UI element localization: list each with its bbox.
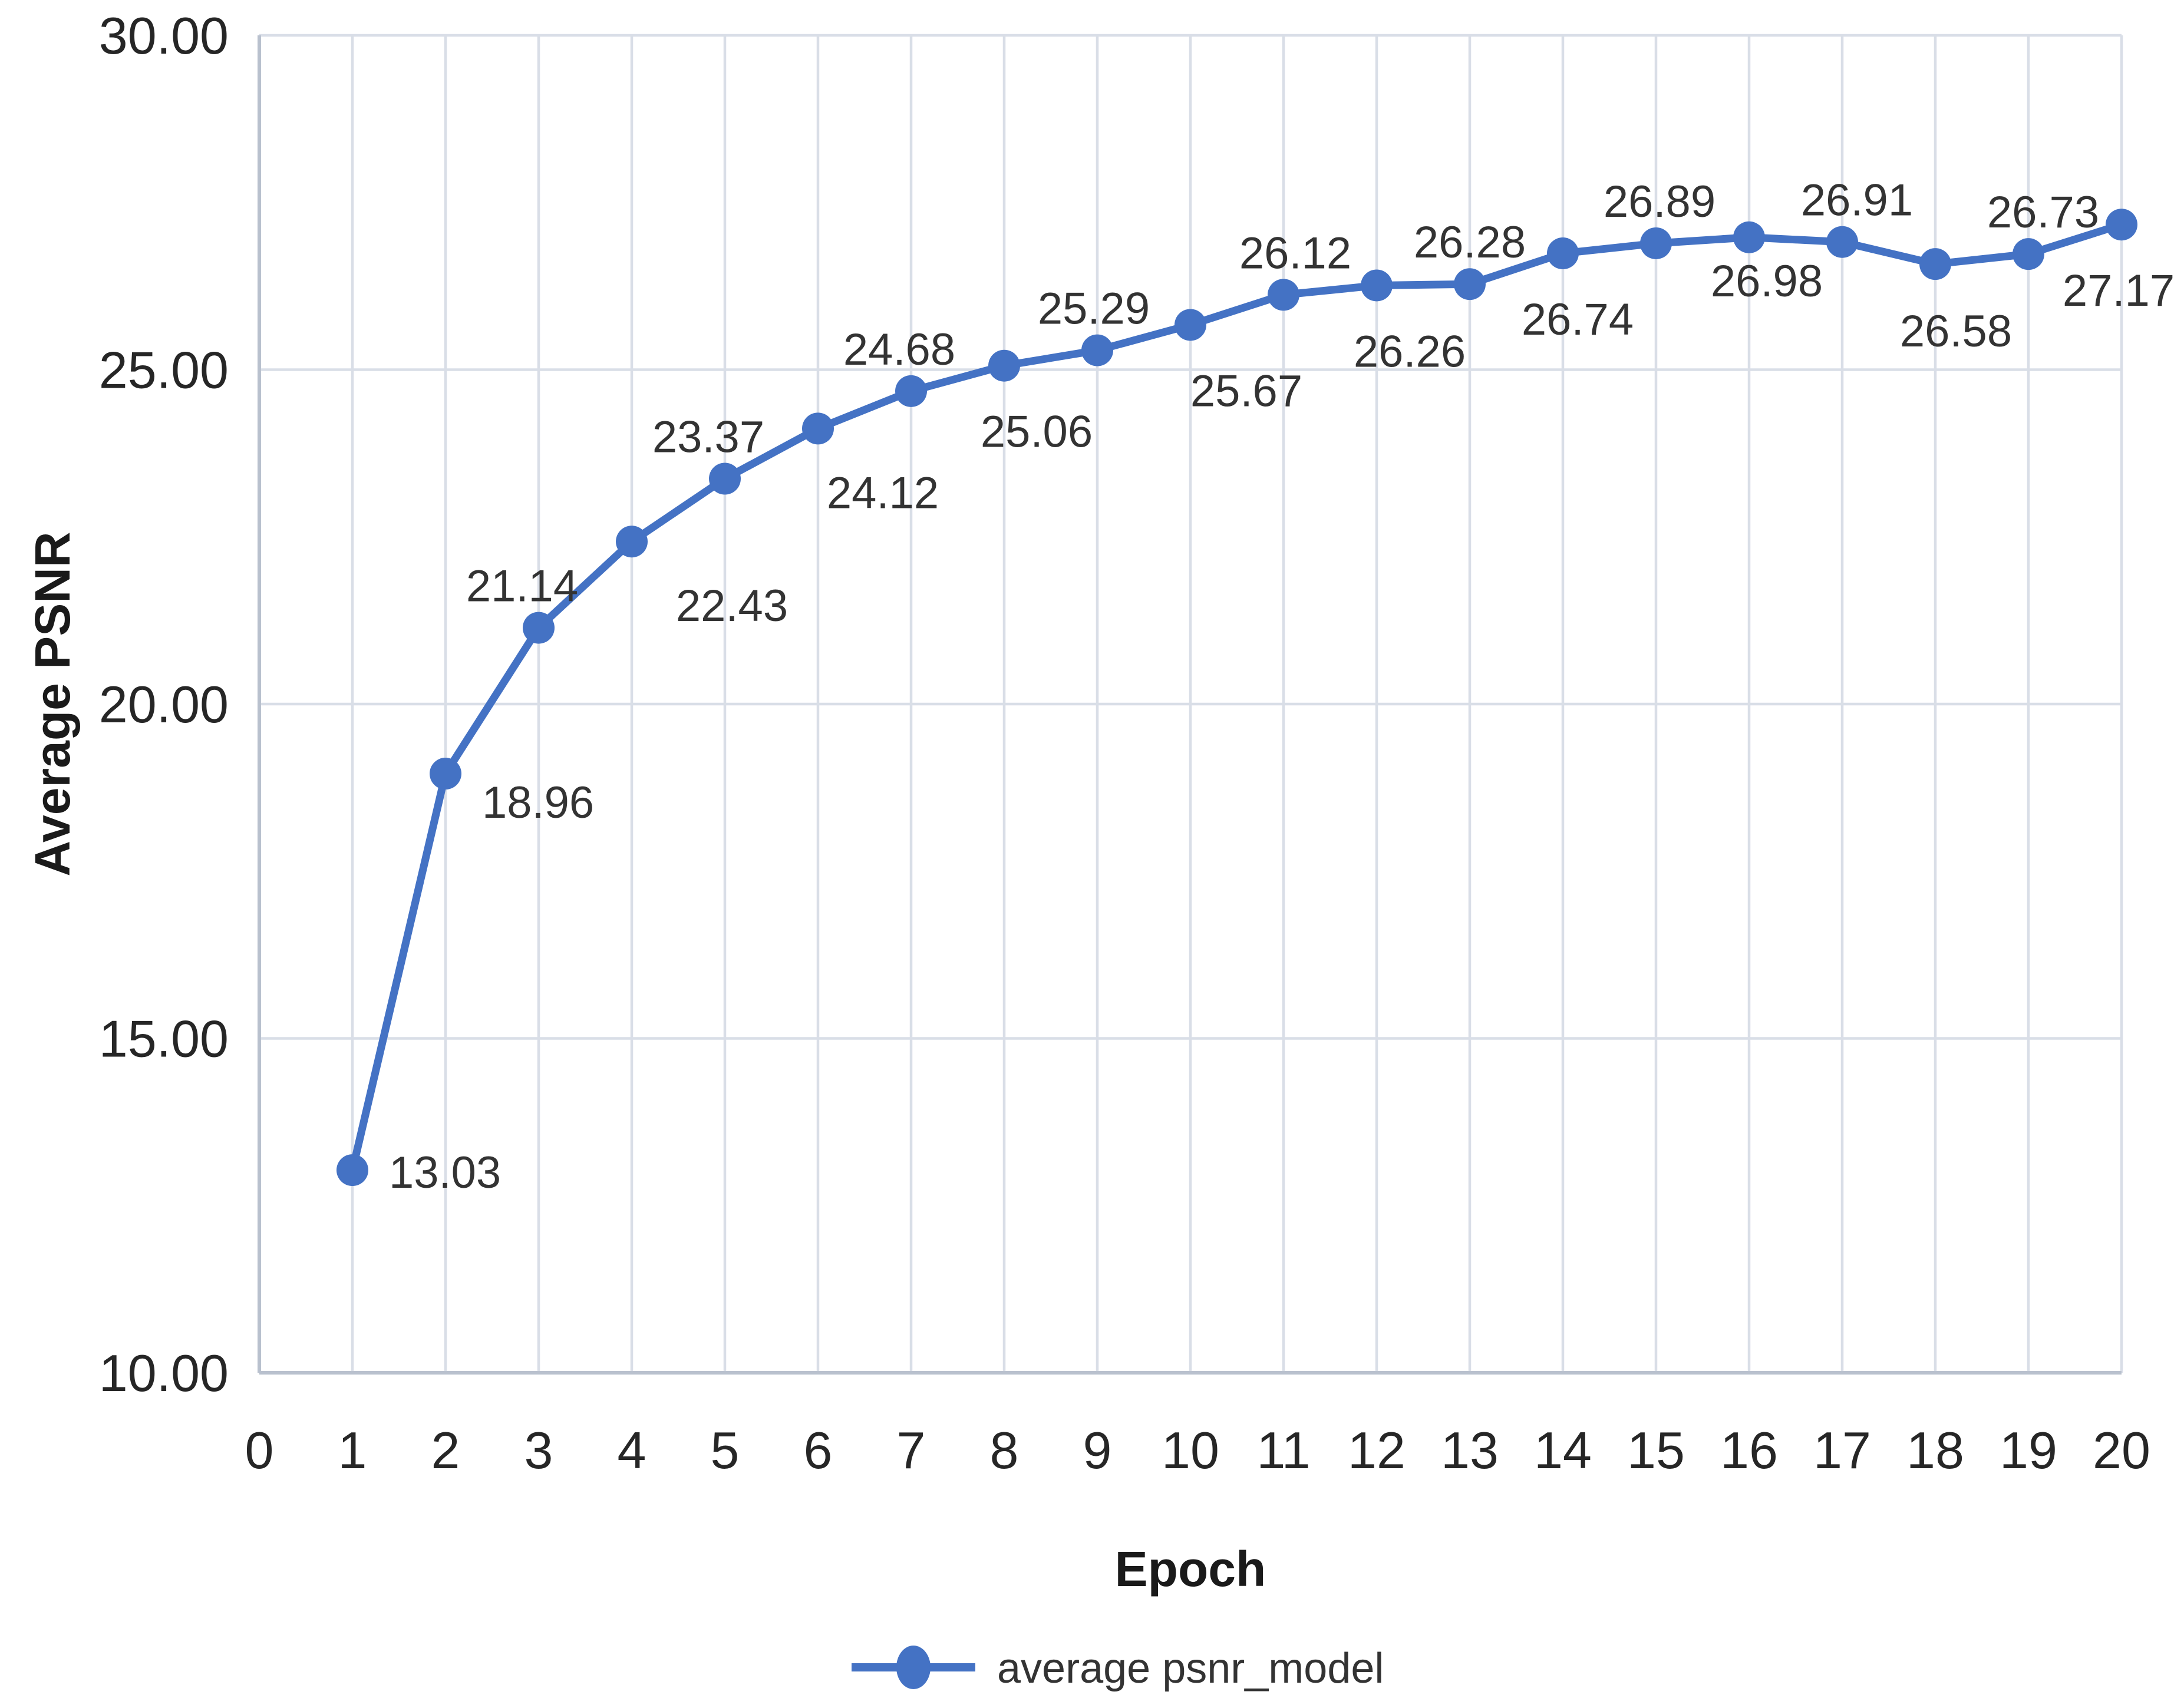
data-point-marker: [616, 526, 648, 558]
data-point-marker: [802, 412, 834, 445]
x-tick-label: 20: [2093, 1421, 2150, 1479]
x-tick-label: 13: [1441, 1421, 1499, 1479]
data-point-marker: [336, 1154, 368, 1187]
x-tick-label: 9: [1083, 1421, 1112, 1479]
x-tick-label: 6: [804, 1421, 833, 1479]
x-tick-label: 16: [1720, 1421, 1778, 1479]
data-point-label: 27.17: [2063, 266, 2175, 316]
y-axis-tick-labels: 30.00 25.00 20.00 15.00 10.00: [99, 6, 229, 1402]
gridlines-horizontal: [259, 34, 2122, 1040]
y-tick-label: 15.00: [99, 1010, 229, 1068]
data-point-label: 26.28: [1414, 217, 1526, 267]
x-tick-label: 4: [618, 1421, 646, 1479]
data-point-marker: [430, 758, 461, 790]
data-point-label: 26.73: [1987, 187, 2099, 237]
data-point-label: 25.29: [1038, 284, 1150, 334]
x-tick-label: 8: [990, 1421, 1019, 1479]
y-tick-label: 30.00: [99, 6, 229, 65]
data-point-label: 26.91: [1801, 176, 1913, 226]
data-point-label: 13.03: [389, 1148, 501, 1198]
y-tick-label: 25.00: [99, 341, 229, 399]
y-tick-label: 20.00: [99, 675, 229, 734]
legend: average psnr_model: [852, 1645, 1384, 1692]
data-point-marker: [1826, 226, 1858, 258]
data-point-marker: [1919, 248, 1951, 280]
data-point-marker: [895, 375, 927, 407]
data-point-label: 24.68: [843, 325, 955, 375]
data-point-marker: [1175, 309, 1206, 341]
x-axis-tick-labels: 0 1 2 3 4 5 6 7 8 9 10 11 12 13 14 15 16 17 18 19 20: [245, 1421, 2150, 1479]
series-markers: [336, 209, 2137, 1187]
data-point-label: 26.98: [1711, 256, 1823, 306]
x-tick-label: 19: [2000, 1421, 2057, 1479]
data-point-label: 25.06: [981, 407, 1093, 457]
data-point-marker: [1733, 221, 1765, 253]
data-point-label: 26.26: [1354, 326, 1466, 376]
data-point-marker: [2106, 209, 2137, 241]
data-point-marker: [1547, 237, 1579, 270]
data-point-marker: [1361, 269, 1393, 302]
x-tick-label: 11: [1256, 1421, 1310, 1479]
x-tick-label: 1: [338, 1421, 367, 1479]
y-axis-title: Average PSNR: [25, 531, 80, 876]
x-tick-label: 0: [245, 1421, 274, 1479]
data-point-label: 21.14: [466, 561, 578, 612]
data-labels: 13.03 18.96 21.14 22.43 23.37 24.12 24.68 25.06…: [389, 176, 2175, 1198]
data-point-label: 26.12: [1239, 228, 1351, 278]
data-point-marker: [988, 349, 1020, 382]
x-tick-label: 12: [1348, 1421, 1406, 1479]
data-point-label: 25.67: [1190, 366, 1302, 416]
data-point-marker: [2013, 238, 2044, 270]
x-tick-label: 10: [1162, 1421, 1219, 1479]
data-point-label: 18.96: [482, 778, 594, 828]
data-point-marker: [709, 462, 741, 495]
data-point-label: 24.12: [827, 468, 939, 518]
x-tick-label: 3: [524, 1421, 553, 1479]
data-point-marker: [1081, 334, 1113, 366]
y-tick-label: 10.00: [99, 1344, 229, 1402]
data-point-label: 22.43: [676, 581, 788, 631]
data-point-label: 26.58: [1900, 306, 2012, 356]
x-tick-label: 2: [431, 1421, 460, 1479]
x-tick-label: 15: [1627, 1421, 1685, 1479]
data-point-marker: [523, 612, 555, 644]
axis-lines: [258, 35, 2122, 1375]
legend-marker-icon: [896, 1646, 931, 1689]
data-point-marker: [1640, 227, 1672, 259]
data-point-label: 26.89: [1604, 177, 1715, 227]
legend-label: average psnr_model: [997, 1645, 1384, 1692]
x-axis-title: Epoch: [1115, 1541, 1266, 1597]
x-tick-label: 14: [1534, 1421, 1592, 1479]
x-tick-label: 5: [711, 1421, 740, 1479]
x-tick-label: 7: [897, 1421, 926, 1479]
data-point-marker: [1268, 279, 1299, 311]
data-point-marker: [1454, 268, 1486, 300]
data-point-label: 26.74: [1522, 295, 1634, 345]
data-point-label: 23.37: [652, 412, 764, 462]
x-tick-label: 18: [1906, 1421, 1964, 1479]
x-tick-label: 17: [1813, 1421, 1871, 1479]
